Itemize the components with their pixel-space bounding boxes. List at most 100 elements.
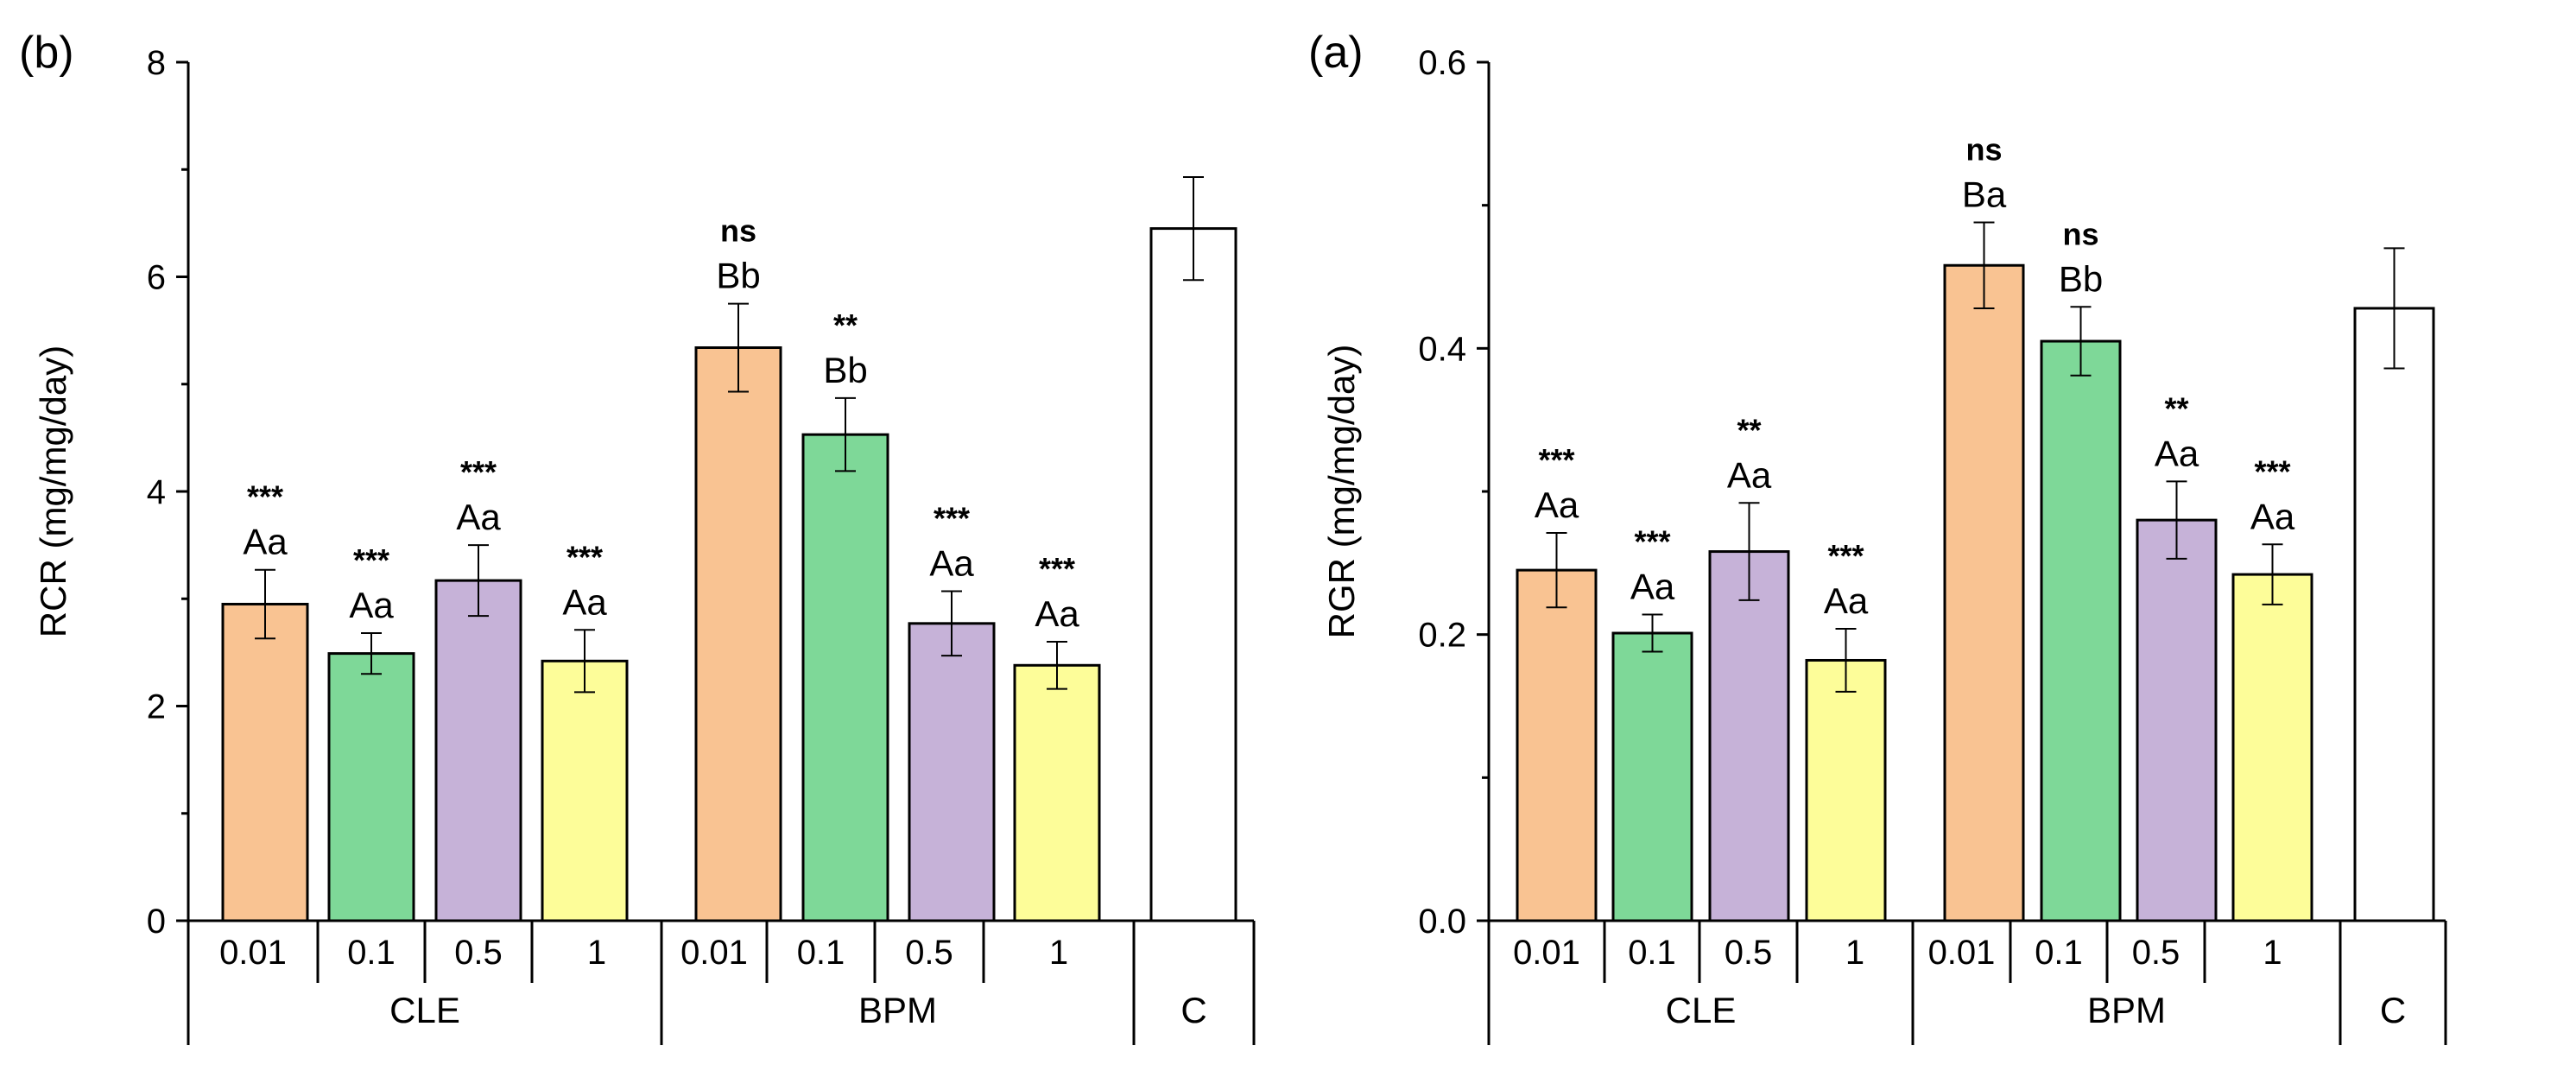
bar-group: Aa ***	[908, 501, 996, 922]
significance-letters: Bb	[823, 350, 867, 390]
y-tick-label: 0.6	[1418, 44, 1466, 82]
x-tick-label: 0.5	[905, 934, 953, 972]
y-tick-label: 6	[147, 259, 166, 297]
bar	[1805, 658, 1887, 922]
significance-letters: Aa	[562, 581, 607, 622]
x-group-label: CLE	[389, 990, 460, 1030]
significance-letters: Aa	[2250, 496, 2295, 536]
significance-letters: Aa	[1824, 580, 1869, 621]
y-tick-label: 0.0	[1418, 903, 1466, 941]
bar-group: Aa **	[2136, 390, 2218, 922]
significance-marker: ***	[1827, 538, 1864, 574]
bar-group: Aa ***	[1516, 442, 1598, 922]
bar	[221, 602, 309, 922]
y-tick-label: 2	[147, 688, 166, 726]
significance-marker: **	[1737, 412, 1761, 447]
bar	[1149, 227, 1237, 922]
y-tick-label: 8	[147, 44, 166, 82]
x-group-label: C	[1180, 990, 1206, 1030]
bar-group: Bb ns	[2040, 216, 2122, 922]
significance-marker: **	[2164, 390, 2188, 426]
x-group-label: C	[2380, 990, 2406, 1030]
significance-marker: ns	[2062, 216, 2098, 251]
x-tick-label: 0.01	[1928, 934, 1996, 972]
bar-group: Aa ***	[434, 454, 522, 922]
bar	[694, 346, 782, 922]
bar	[1013, 663, 1101, 922]
x-tick-label: 0.01	[680, 934, 748, 972]
y-tick-label: 4	[147, 473, 166, 511]
y-axis-title: RCR (mg/mg/day)	[33, 345, 73, 637]
significance-marker: ***	[1538, 442, 1574, 478]
x-tick-label: 0.1	[2035, 934, 2083, 972]
x-tick-label: 1	[1049, 934, 1068, 972]
significance-marker: ns	[720, 213, 756, 249]
bar	[434, 579, 522, 922]
x-tick-label: 0.01	[1513, 934, 1580, 972]
x-tick-label: 0.1	[347, 934, 396, 972]
bar	[2231, 573, 2313, 922]
panel-label: (b)	[19, 28, 74, 78]
significance-marker: ***	[353, 542, 389, 578]
bar	[2136, 518, 2218, 922]
significance-marker: ***	[934, 501, 970, 536]
bar	[1943, 263, 2025, 922]
bar-group: Aa **	[1708, 412, 1790, 922]
bar	[2353, 307, 2435, 922]
significance-marker: ***	[1039, 551, 1075, 586]
x-tick-label: 1	[1845, 934, 1864, 972]
significance-marker: **	[833, 307, 858, 343]
significance-marker: ***	[247, 479, 283, 515]
significance-marker: ***	[460, 454, 497, 490]
significance-letters: Aa	[929, 543, 974, 584]
significance-letters: Bb	[716, 256, 760, 296]
x-tick-label: 0.1	[797, 934, 845, 972]
chart-panel-rcr: (b) RCR (mg/mg/day) 0 2 4 6 8 Aa *** 0.01 Aa *** 0.1…	[19, 28, 1256, 1045]
significance-letters: Aa	[349, 585, 394, 625]
bar-group: Aa ***	[221, 479, 309, 922]
x-tick-label: 0.5	[454, 934, 503, 972]
bar	[1516, 568, 1598, 922]
significance-letters: Aa	[2155, 433, 2199, 473]
bar	[541, 659, 629, 922]
bar	[1611, 631, 1693, 922]
bar-group: Aa ***	[2231, 453, 2313, 922]
bar-group: Bb ns	[694, 213, 782, 922]
bar	[1708, 550, 1790, 922]
bar-group: Aa ***	[541, 539, 629, 922]
significance-letters: Aa	[243, 522, 288, 562]
significance-letters: Ba	[1962, 174, 2007, 215]
significance-letters: Aa	[1727, 454, 1772, 495]
x-tick-label: 0.5	[1725, 934, 1773, 972]
x-tick-label: 1	[2263, 934, 2282, 972]
chart-panel-rgr: (a) RGR (mg/mg/day) 0.0 0.2 0.4 0.6 Aa *** 0.01 A…	[1308, 28, 2447, 1045]
bar	[327, 652, 415, 922]
bar-group: Aa ***	[1611, 523, 1693, 922]
x-group-label: BPM	[858, 990, 937, 1030]
x-tick-label: 0.5	[2132, 934, 2180, 972]
significance-marker: ***	[1634, 523, 1670, 559]
significance-letters: Aa	[1535, 485, 1579, 525]
bar	[908, 622, 996, 922]
significance-letters: Aa	[456, 497, 501, 537]
bar	[801, 433, 889, 922]
y-tick-label: 0	[147, 903, 166, 941]
significance-marker: ***	[2254, 453, 2290, 489]
y-axis-title: RGR (mg/mg/day)	[1321, 345, 1362, 639]
x-tick-label: 0.1	[1628, 934, 1676, 972]
x-tick-label: 1	[587, 934, 606, 972]
bar	[2040, 339, 2122, 922]
y-tick-label: 0.4	[1418, 330, 1466, 368]
x-group-label: CLE	[1666, 990, 1737, 1030]
significance-letters: Aa	[1035, 593, 1079, 634]
x-tick-label: 0.01	[219, 934, 287, 972]
significance-letters: Aa	[1630, 566, 1675, 606]
bar-group: Bb **	[801, 307, 889, 922]
bar-group: Aa ***	[1805, 538, 1887, 922]
bar-group	[1149, 175, 1237, 922]
panel-label: (a)	[1308, 28, 1364, 78]
significance-marker: ns	[1965, 132, 2002, 168]
bar-group	[2353, 247, 2435, 922]
significance-marker: ***	[566, 539, 603, 574]
